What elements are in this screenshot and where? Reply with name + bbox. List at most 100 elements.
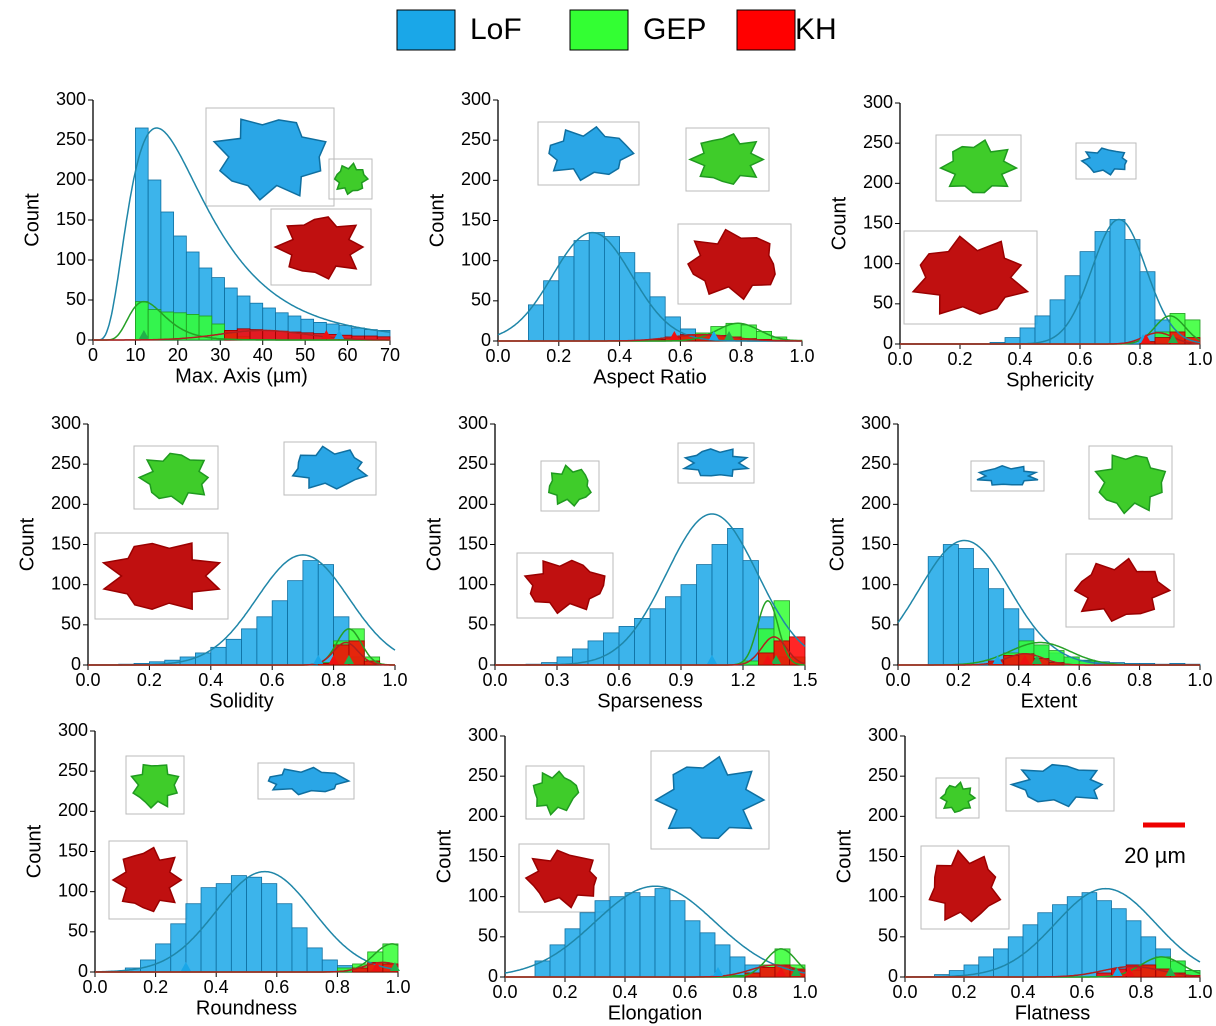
x-tick-label: 0.4 bbox=[1010, 982, 1035, 1002]
histogram-bar bbox=[1154, 337, 1171, 345]
x-tick-label: 0.8 bbox=[1128, 982, 1153, 1002]
histogram-bar bbox=[573, 240, 590, 342]
mean-marker bbox=[708, 331, 719, 340]
histogram-bar bbox=[185, 313, 200, 341]
histogram-bar bbox=[317, 564, 335, 666]
x-tick-label: 0.2 bbox=[951, 982, 976, 1002]
x-tick-label: 0.4 bbox=[607, 346, 632, 366]
y-tick-label: 300 bbox=[861, 413, 891, 433]
y-tick-label: 250 bbox=[461, 129, 491, 149]
image-frame bbox=[903, 230, 1038, 325]
y-tick-label: 100 bbox=[458, 573, 488, 593]
fit-curve bbox=[905, 965, 1201, 978]
y-axis-label: Count bbox=[833, 829, 855, 883]
x-axis-label: Extent bbox=[1021, 690, 1078, 712]
x-tick-label: 0.0 bbox=[887, 349, 912, 369]
fit-curve bbox=[497, 231, 802, 342]
y-axis-label: Count bbox=[21, 193, 43, 247]
histogram-bar bbox=[147, 309, 162, 341]
legend-label: KH bbox=[795, 13, 837, 46]
y-tick-label: 100 bbox=[468, 885, 498, 905]
y-tick-label: 150 bbox=[56, 209, 86, 229]
y-tick-label: 200 bbox=[861, 493, 891, 513]
histogram-bar bbox=[973, 568, 990, 666]
histogram-bar bbox=[942, 544, 959, 666]
x-tick-label: 30 bbox=[210, 345, 230, 365]
histogram-bar bbox=[1081, 892, 1098, 978]
x-tick-label: 70 bbox=[380, 345, 400, 365]
x-tick-label: 1.0 bbox=[789, 346, 814, 366]
mean-marker bbox=[1112, 967, 1123, 976]
fit-curve bbox=[95, 961, 399, 973]
x-tick-label: 0.4 bbox=[198, 670, 223, 690]
x-tick-label: 10 bbox=[125, 345, 145, 365]
particle-image bbox=[1009, 763, 1104, 808]
histogram-bar bbox=[291, 927, 308, 973]
y-tick-label: 100 bbox=[461, 249, 491, 269]
particle-image bbox=[939, 780, 977, 814]
y-tick-label: 150 bbox=[51, 533, 81, 553]
image-frame bbox=[1065, 553, 1175, 628]
y-tick-label: 200 bbox=[461, 169, 491, 189]
histogram-bar bbox=[173, 312, 187, 341]
histogram-bar bbox=[215, 883, 232, 973]
histogram-bar bbox=[988, 588, 1005, 666]
x-tick-label: 0.2 bbox=[552, 982, 577, 1002]
y-axis-label: Count bbox=[23, 824, 45, 878]
particle-image bbox=[137, 452, 210, 506]
image-frame bbox=[677, 442, 755, 484]
y-tick-label: 150 bbox=[868, 845, 898, 865]
x-tick-label: 0.6 bbox=[1069, 982, 1094, 1002]
x-axis-label: Elongation bbox=[608, 1002, 703, 1024]
mean-marker bbox=[328, 655, 339, 664]
histogram-bar bbox=[160, 311, 175, 341]
x-tick-label: 0.2 bbox=[946, 670, 971, 690]
y-tick-label: 150 bbox=[461, 209, 491, 229]
histogram-bar bbox=[579, 912, 596, 978]
y-tick-label: 100 bbox=[51, 573, 81, 593]
y-tick-label: 0 bbox=[888, 966, 898, 986]
image-frame bbox=[518, 843, 610, 913]
image-frame bbox=[920, 845, 1010, 930]
y-tick-label: 50 bbox=[468, 614, 488, 634]
mean-marker bbox=[762, 655, 773, 664]
fit-curve bbox=[504, 885, 806, 974]
y-tick-label: 100 bbox=[868, 885, 898, 905]
scale-bar-label: 20 µm bbox=[1124, 843, 1186, 868]
y-tick-label: 50 bbox=[873, 293, 893, 313]
x-axis-label: Max. Axis (µm) bbox=[175, 365, 308, 387]
x-tick-label: 40 bbox=[253, 345, 273, 365]
y-axis-label: Count bbox=[433, 829, 455, 883]
y-tick-label: 100 bbox=[58, 880, 88, 900]
histogram-bar bbox=[564, 928, 581, 978]
particle-image bbox=[111, 846, 183, 913]
x-tick-label: 0.4 bbox=[1007, 349, 1032, 369]
histogram-bar bbox=[1124, 239, 1141, 345]
fit-curve bbox=[495, 636, 806, 666]
mean-marker bbox=[776, 967, 786, 976]
image-frame bbox=[205, 107, 335, 207]
x-tick-label: 0.0 bbox=[82, 977, 107, 997]
image-frame bbox=[257, 762, 355, 800]
mean-marker bbox=[1031, 655, 1042, 664]
mean-marker bbox=[334, 330, 345, 339]
image-frame bbox=[935, 777, 980, 819]
x-tick-label: 0.8 bbox=[1127, 349, 1152, 369]
y-tick-label: 300 bbox=[458, 413, 488, 433]
y-tick-label: 0 bbox=[881, 654, 891, 674]
y-tick-label: 0 bbox=[76, 329, 86, 349]
mean-marker bbox=[1141, 334, 1151, 343]
x-tick-label: 0.8 bbox=[732, 982, 757, 1002]
panel: 0 50 100 150 200 250 300 0.0 0.2 0.4 0.6 0.8 1.0 Roun… bbox=[23, 720, 410, 1020]
particle-image bbox=[524, 849, 598, 909]
x-axis-label: Solidity bbox=[209, 690, 273, 712]
histogram-bar bbox=[261, 883, 278, 973]
y-tick-label: 200 bbox=[56, 169, 86, 189]
particle-image bbox=[548, 125, 635, 182]
panel: 0 50 100 150 200 250 300 0.0 0.2 0.4 0.6 0.8 1.0 Sphe… bbox=[828, 92, 1212, 392]
particle-image bbox=[101, 542, 222, 611]
histogram-bar bbox=[649, 608, 666, 666]
histogram-bar bbox=[1007, 936, 1024, 978]
y-tick-label: 300 bbox=[58, 720, 88, 740]
